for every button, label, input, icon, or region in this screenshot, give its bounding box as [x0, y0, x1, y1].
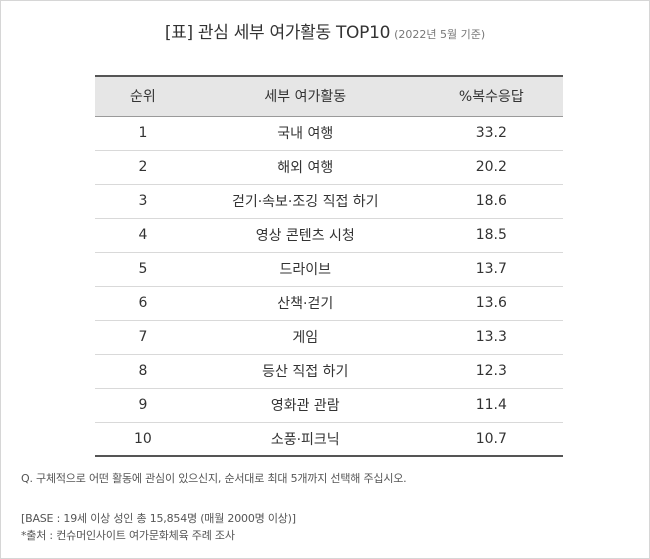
- top10-table: 순위 세부 여가활동 %복수응답 1 국내 여행 33.2 2 해외 여행 20…: [95, 75, 563, 457]
- table-row: 8 등산 직접 하기 12.3: [95, 354, 563, 389]
- rank-cell: 9: [95, 388, 191, 423]
- table-header-row: 순위 세부 여가활동 %복수응답: [95, 75, 563, 117]
- activity-cell: 해외 여행: [190, 150, 420, 185]
- source-note: *출처 : 컨슈머인사이트 여가문화체육 주례 조사: [21, 529, 235, 542]
- title-date: (2022년 5월 기준): [394, 28, 486, 41]
- rank-cell: 10: [95, 422, 191, 457]
- table-row: 5 드라이브 13.7: [95, 252, 563, 287]
- percent-cell: 13.7: [419, 252, 563, 287]
- table-row: 1 국내 여행 33.2: [95, 116, 563, 151]
- activity-cell: 영상 콘텐츠 시청: [190, 218, 420, 253]
- activity-cell: 등산 직접 하기: [190, 354, 420, 389]
- rank-cell: 7: [95, 320, 191, 355]
- rank-cell: 4: [95, 218, 191, 253]
- rank-cell: 8: [95, 354, 191, 389]
- table-row: 6 산책·걷기 13.6: [95, 286, 563, 321]
- rank-cell: 2: [95, 150, 191, 185]
- activity-cell: 드라이브: [190, 252, 420, 287]
- percent-cell: 18.5: [419, 218, 563, 253]
- table-row: 9 영화관 관람 11.4: [95, 388, 563, 423]
- percent-cell: 33.2: [419, 116, 563, 151]
- activity-cell: 산책·걷기: [190, 286, 420, 321]
- rank-cell: 5: [95, 252, 191, 287]
- percent-cell: 13.3: [419, 320, 563, 355]
- activity-cell: 소풍·피크닉: [190, 422, 420, 457]
- base-note: [BASE : 19세 이상 성인 총 15,854명 (매월 2000명 이상…: [21, 512, 296, 525]
- activity-cell: 걷기·속보·조깅 직접 하기: [190, 184, 420, 219]
- percent-cell: 11.4: [419, 388, 563, 423]
- rank-cell: 3: [95, 184, 191, 219]
- header-percent: %복수응답: [419, 75, 563, 117]
- percent-cell: 12.3: [419, 354, 563, 389]
- table-title: [표] 관심 세부 여가활동 TOP10 (2022년 5월 기준): [0, 18, 650, 43]
- percent-cell: 13.6: [419, 286, 563, 321]
- table-row: 7 게임 13.3: [95, 320, 563, 355]
- activity-cell: 게임: [190, 320, 420, 355]
- percent-cell: 10.7: [419, 422, 563, 457]
- table-row: 2 해외 여행 20.2: [95, 150, 563, 185]
- activity-cell: 국내 여행: [190, 116, 420, 151]
- table-row: 10 소풍·피크닉 10.7: [95, 422, 563, 457]
- survey-question: Q. 구체적으로 어떤 활동에 관심이 있으신지, 순서대로 최대 5개까지 선…: [21, 472, 407, 485]
- activity-cell: 영화관 관람: [190, 388, 420, 423]
- percent-cell: 20.2: [419, 150, 563, 185]
- header-activity: 세부 여가활동: [190, 75, 420, 117]
- header-rank: 순위: [95, 75, 191, 117]
- rank-cell: 1: [95, 116, 191, 151]
- rank-cell: 6: [95, 286, 191, 321]
- percent-cell: 18.6: [419, 184, 563, 219]
- table-row: 3 걷기·속보·조깅 직접 하기 18.6: [95, 184, 563, 219]
- title-main: [표] 관심 세부 여가활동 TOP10: [164, 23, 391, 43]
- table-row: 4 영상 콘텐츠 시청 18.5: [95, 218, 563, 253]
